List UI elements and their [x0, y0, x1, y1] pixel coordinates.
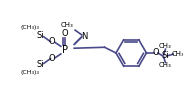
Text: O: O [49, 54, 56, 63]
Text: Si: Si [36, 31, 44, 40]
Text: P: P [62, 45, 68, 55]
Text: Si: Si [162, 51, 169, 60]
Text: CH₃: CH₃ [159, 43, 172, 49]
Text: Si: Si [36, 60, 44, 69]
Text: O: O [153, 49, 159, 57]
Text: (CH₃)₃: (CH₃)₃ [21, 70, 40, 75]
Text: CH₃: CH₃ [159, 62, 172, 68]
Text: N: N [81, 32, 88, 41]
Text: CH₃: CH₃ [171, 51, 183, 57]
Text: O: O [49, 37, 56, 46]
Text: O: O [61, 30, 68, 38]
Text: (CH₃)₃: (CH₃)₃ [21, 25, 40, 30]
Text: CH₃: CH₃ [60, 22, 73, 28]
